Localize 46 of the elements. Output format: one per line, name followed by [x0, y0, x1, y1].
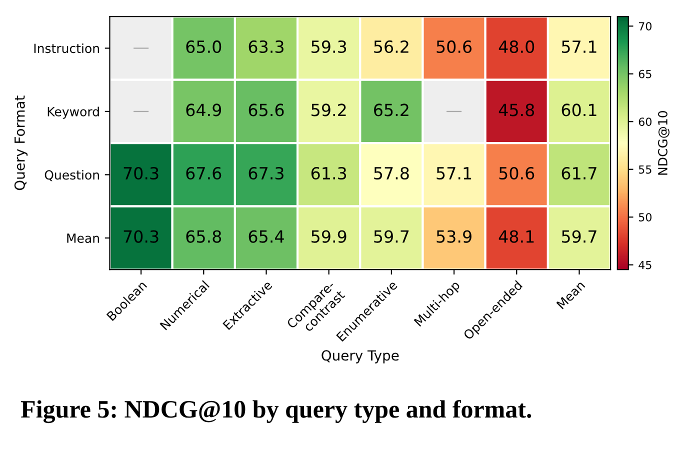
- color-bar-label: 65: [638, 70, 652, 78]
- data-label: 57.8: [374, 166, 409, 180]
- data-label: 61.7: [562, 166, 596, 180]
- data-label: 65.4: [248, 230, 284, 243]
- data-label: 65.8: [186, 230, 222, 243]
- data-label: 60.1: [562, 104, 596, 116]
- data-label: 59.2: [312, 104, 346, 116]
- data-label: 53.9: [436, 230, 472, 243]
- text: —: [134, 110, 149, 112]
- data-label: 56.2: [374, 40, 408, 54]
- data-label: 57.1: [562, 40, 596, 54]
- data-label: 67.6: [186, 166, 222, 180]
- data-label: 48.0: [498, 40, 534, 54]
- color-bar-title: NDCG@10: [658, 111, 670, 175]
- text: —: [134, 48, 149, 49]
- x-axis-title: Query Type: [322, 350, 399, 364]
- color-bar-label: 45: [638, 260, 652, 270]
- data-label: 65.2: [374, 104, 408, 116]
- data-label: 59.7: [374, 230, 409, 243]
- data-label: 59.7: [562, 230, 596, 243]
- data-label: 61.3: [311, 166, 346, 180]
- caption: Figure 5: NDCG@10 by query type and format.: [21, 400, 532, 424]
- y-axis-title: Query Format: [14, 96, 28, 190]
- color-bar-label: 70: [639, 22, 652, 30]
- y-tick-label: Instruction: [34, 43, 99, 54]
- data-label: 59.9: [312, 230, 346, 243]
- text: —: [446, 110, 462, 112]
- data-label: 63.3: [248, 40, 284, 54]
- data-label: 64.9: [186, 104, 222, 116]
- data-label: 65.6: [248, 104, 284, 116]
- data-label: 45.8: [498, 104, 534, 116]
- data-label: 57.1: [436, 167, 472, 180]
- y-tick-label: Question: [44, 170, 99, 182]
- y-tick-label: Mean: [67, 234, 99, 243]
- data-label: 67.3: [248, 166, 284, 180]
- data-label: 50.6: [499, 166, 534, 180]
- data-label: 50.6: [436, 40, 472, 54]
- color-bar-label: 50: [638, 213, 652, 222]
- color-bar-label: 60: [638, 118, 652, 126]
- y-tick-label: Keyword: [48, 106, 99, 119]
- data-label: 70.3: [124, 230, 158, 243]
- color-bar-label: 55: [638, 165, 652, 174]
- data-label: 59.3: [312, 40, 346, 54]
- data-label: 70.3: [124, 166, 158, 180]
- data-label: 65.0: [186, 40, 222, 54]
- data-label: 48.1: [498, 230, 534, 243]
